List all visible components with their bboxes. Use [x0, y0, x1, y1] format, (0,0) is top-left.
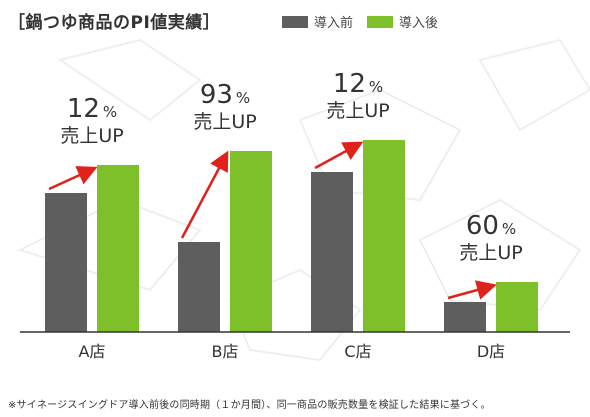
legend-swatch-after	[367, 15, 394, 28]
legend: 導入前 導入後	[282, 12, 452, 31]
annotation-label-4: 売上UP	[459, 242, 522, 264]
annotation-percent-2: 93%	[200, 80, 250, 110]
bar-before-1	[45, 193, 87, 332]
annotation-unit-2: %	[236, 89, 250, 107]
category-label-4: D店	[477, 342, 505, 361]
footnote: ※サイネージスイングドア導入前後の同時期（１か月間）、同一商品の販売数量を検証し…	[8, 400, 491, 411]
bar-after-3	[363, 140, 405, 332]
category-label-1: A店	[79, 342, 106, 361]
annotation-label-1: 売上UP	[60, 125, 123, 147]
legend-swatch-before	[282, 15, 308, 28]
bar-before-2	[178, 242, 220, 332]
legend-item-after: 導入後	[367, 12, 438, 31]
increase-arrow-2	[180, 150, 229, 239]
annotation-percent-3: 12%	[333, 69, 383, 99]
category-label-3: C店	[344, 342, 371, 361]
annotation-unit-3: %	[369, 78, 383, 96]
annotation-percent-4: 60%	[466, 211, 516, 241]
annotation-label-2: 売上UP	[193, 111, 256, 133]
bar-after-2	[230, 151, 272, 332]
legend-label-before: 導入前	[314, 16, 354, 31]
category-label-2: B店	[212, 342, 239, 361]
increase-arrow-3	[314, 141, 364, 170]
bar-after-4	[496, 282, 538, 332]
legend-item-before: 導入前	[282, 12, 353, 31]
increase-arrow-1	[48, 166, 98, 191]
annotation-unit-1: %	[103, 103, 117, 121]
bar-before-4	[444, 302, 486, 332]
increase-arrow-4	[447, 280, 497, 300]
annotation-label-3: 売上UP	[326, 100, 389, 122]
legend-label-after: 導入後	[399, 16, 439, 31]
annotation-unit-4: %	[502, 220, 516, 238]
chart-title: ［鍋つゆ商品のPI値実績］	[8, 13, 221, 33]
bar-before-3	[311, 172, 353, 332]
bar-after-1	[97, 165, 139, 332]
annotation-percent-1: 12%	[67, 94, 117, 124]
